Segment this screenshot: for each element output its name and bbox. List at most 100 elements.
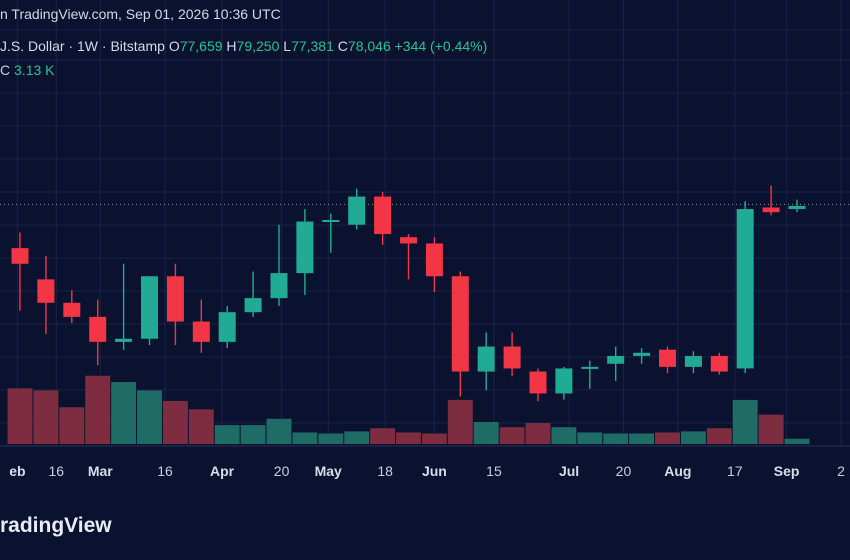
candle[interactable] <box>529 368 547 402</box>
candle[interactable] <box>659 346 676 374</box>
volume-bar <box>473 421 499 444</box>
candle[interactable] <box>788 199 806 213</box>
candle[interactable] <box>37 255 55 335</box>
candle[interactable] <box>141 276 158 345</box>
candle-body <box>89 316 107 342</box>
candle-body <box>503 346 521 369</box>
volume-bar <box>706 428 732 444</box>
x-tick-label: 18 <box>377 463 393 479</box>
candle-body <box>348 196 366 225</box>
volume-bar <box>292 432 318 444</box>
x-tick-label: 16 <box>157 463 173 479</box>
volume-bar <box>655 432 680 444</box>
x-axis: eb 16 Mar 16 Apr 20 May 18 Jun 15 Jul 20 Aug 17 Sep 2 <box>9 463 845 479</box>
candle-body <box>270 273 288 299</box>
volume-key: C <box>0 62 11 78</box>
chart-source-header: n TradingView.com, Sep 01, 2026 10:36 UT… <box>0 6 281 28</box>
x-tick-label: Jul <box>559 463 579 479</box>
candle[interactable] <box>710 352 728 375</box>
candle[interactable] <box>400 234 417 280</box>
candle[interactable] <box>736 201 754 374</box>
candle[interactable] <box>270 224 288 306</box>
volume-bar <box>758 414 784 444</box>
change-value: +344 (+0.44%) <box>394 38 488 54</box>
volume-bar <box>33 390 59 444</box>
candle-body <box>141 276 158 339</box>
volume-bar <box>603 433 629 444</box>
candle[interactable] <box>166 263 184 345</box>
candle[interactable] <box>633 348 651 364</box>
volume-bar <box>551 427 577 444</box>
candle[interactable] <box>684 351 702 374</box>
candle-body <box>115 338 133 342</box>
candle-body <box>633 352 651 356</box>
volume-bar <box>240 425 266 444</box>
volume-value: 3.13 K <box>14 62 55 78</box>
low-key: L <box>283 38 292 54</box>
volume-bar <box>214 425 240 444</box>
candle[interactable] <box>115 263 133 350</box>
candle-body <box>374 196 392 235</box>
x-tick-label: Sep <box>774 463 800 479</box>
volume-bar <box>111 382 137 444</box>
candle[interactable] <box>607 346 625 381</box>
x-tick-label: 15 <box>486 463 502 479</box>
candle[interactable] <box>762 185 780 216</box>
volume-bar <box>629 433 655 444</box>
candle-body <box>11 248 29 264</box>
volume-bar <box>577 432 603 444</box>
x-tick-label: Jun <box>422 463 447 479</box>
candle[interactable] <box>192 299 210 353</box>
volume-bar <box>421 433 447 444</box>
volume-bar <box>188 409 214 444</box>
candle-body <box>659 349 676 367</box>
candle-body <box>192 321 210 342</box>
candle[interactable] <box>555 366 573 400</box>
candle[interactable] <box>296 209 314 295</box>
x-tick-label: 17 <box>727 463 743 479</box>
candle-body <box>400 237 417 244</box>
candle[interactable] <box>322 213 340 253</box>
volume-bar <box>680 431 706 444</box>
candle-body <box>607 355 625 364</box>
candle[interactable] <box>89 299 107 366</box>
volume-bar <box>7 388 33 444</box>
candle-body <box>244 298 262 313</box>
candle-body <box>581 366 599 369</box>
volume-bar <box>525 423 551 444</box>
volume-bar <box>396 432 421 444</box>
x-tick-label: May <box>315 463 342 479</box>
source-text: n TradingView.com, Sep 01, 2026 10:36 UT… <box>0 6 281 22</box>
candle[interactable] <box>451 271 469 397</box>
volume-bar <box>59 407 85 444</box>
x-tick-label: 20 <box>274 463 290 479</box>
candle[interactable] <box>374 191 392 245</box>
candle[interactable] <box>503 332 521 377</box>
volume-bar <box>318 433 344 444</box>
open-value: 77,659 <box>179 38 223 54</box>
open-key: O <box>168 38 180 54</box>
brand-text: radingView <box>0 514 112 537</box>
candle[interactable] <box>63 290 81 324</box>
x-tick-label: Apr <box>210 463 235 479</box>
ohlc-legend: J.S. Dollar · 1W · Bitstamp O77,659 H79,… <box>0 38 487 58</box>
candle[interactable] <box>218 305 236 349</box>
candle-body <box>736 209 754 369</box>
candle[interactable] <box>244 271 262 317</box>
candle-body <box>788 205 806 210</box>
high-key: H <box>226 38 237 54</box>
volume-bar <box>370 428 396 444</box>
candle[interactable] <box>581 360 599 389</box>
candle-body <box>762 207 780 213</box>
candle[interactable] <box>477 332 495 391</box>
volume-bar <box>447 399 473 444</box>
candle[interactable] <box>11 232 29 311</box>
candlestick-series[interactable] <box>11 185 806 402</box>
volume-bar <box>85 375 111 444</box>
candle-body <box>296 221 314 274</box>
volume-bar <box>162 400 188 444</box>
candle[interactable] <box>348 188 366 230</box>
candle[interactable] <box>425 237 443 292</box>
candle-body <box>684 355 702 367</box>
